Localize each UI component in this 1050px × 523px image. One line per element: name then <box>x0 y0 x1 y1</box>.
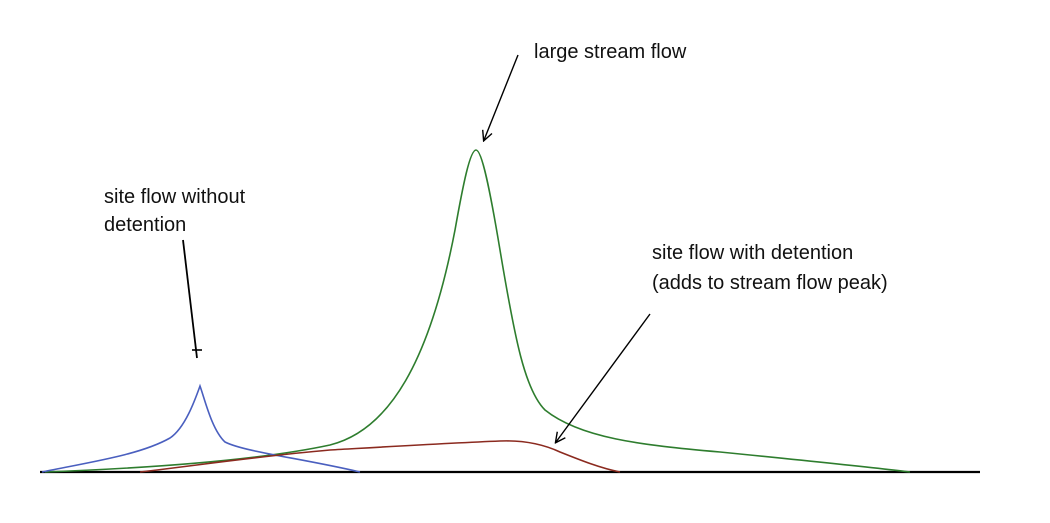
label-site-flow-with-detention-line1: site flow with detention <box>652 242 854 264</box>
arrow-site-flow-with-detention <box>556 313 651 442</box>
arrow-large-stream-flow <box>484 54 519 140</box>
label-large-stream-flow: large stream flow <box>534 41 687 63</box>
label-site-flow-without-detention-line1: site flow without <box>104 186 246 208</box>
site-flow-with-detention-curve <box>139 440 621 473</box>
label-site-flow-without-detention-line2: detention <box>104 214 187 236</box>
label-site-flow-with-detention-line2: (adds to stream flow peak) <box>652 272 888 294</box>
large-stream-flow-curve <box>44 149 911 473</box>
arrow-site-flow-without-detention <box>182 239 198 359</box>
site-flow-without-detention-curve <box>41 383 361 473</box>
